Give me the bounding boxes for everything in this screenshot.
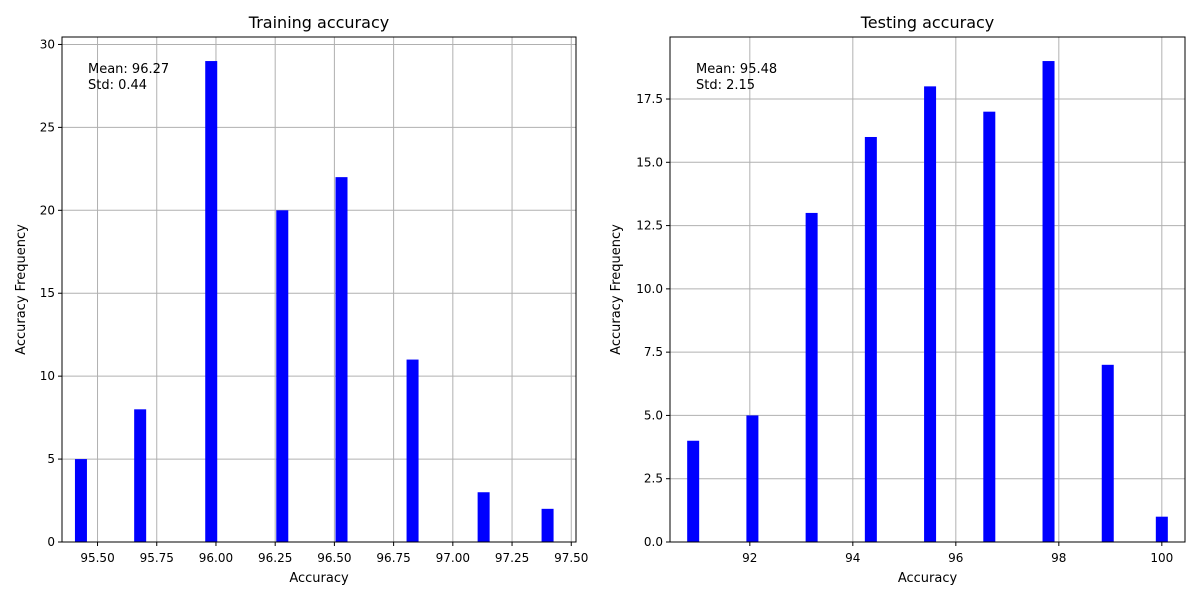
chart-title: Training accuracy	[248, 13, 389, 32]
y-tick-label: 25	[40, 120, 55, 134]
chart-title: Testing accuracy	[860, 13, 995, 32]
y-axis-label: Accuracy Frequency	[14, 224, 29, 355]
bar	[746, 415, 759, 542]
x-tick-label: 96.50	[317, 551, 351, 565]
plot-frame	[61, 36, 577, 543]
y-tick-label: 0	[47, 535, 55, 549]
y-tick-label: 10	[40, 369, 55, 383]
x-tick-label: 98	[1051, 551, 1066, 565]
y-tick-label: 5	[47, 452, 55, 466]
x-tick-label: 96.75	[376, 551, 410, 565]
y-tick-label: 7.5	[644, 345, 663, 359]
x-tick-label: 97.25	[495, 551, 529, 565]
bar	[864, 136, 877, 542]
bar	[1155, 516, 1168, 542]
bar	[406, 359, 419, 542]
mean-annotation: Mean: 95.48	[696, 62, 777, 77]
x-tick-label: 96.00	[199, 551, 233, 565]
y-axis-label: Accuracy Frequency	[609, 224, 624, 355]
bar	[74, 459, 87, 542]
y-tick-label: 12.5	[636, 219, 663, 233]
y-tick-label: 15.0	[636, 155, 663, 169]
x-tick-label: 97.50	[554, 551, 588, 565]
bar	[924, 86, 937, 542]
bar	[276, 210, 289, 542]
bar	[134, 409, 147, 542]
y-tick-label: 0.0	[644, 535, 663, 549]
y-tick-label: 20	[40, 203, 55, 217]
y-tick-label: 30	[40, 37, 55, 51]
std-annotation: Std: 2.15	[696, 78, 755, 93]
testing-accuracy-chart: 92 94 96 98 100 0.0 2.5 5.0 7.5 10.0 12.5 15.0 17.5 T…	[609, 13, 1186, 586]
x-tick-label: 100	[1150, 551, 1173, 565]
bar	[541, 508, 554, 542]
y-tick-label: 15	[40, 286, 55, 300]
x-tick-label: 96	[948, 551, 963, 565]
x-tick-label: 96.25	[258, 551, 292, 565]
y-tick-label: 2.5	[644, 472, 663, 486]
plot-frame	[669, 36, 1186, 543]
bar	[983, 111, 996, 542]
x-tick-label: 94	[845, 551, 860, 565]
y-tick-label: 10.0	[636, 282, 663, 296]
x-tick-label: 97.00	[436, 551, 470, 565]
x-tick-label: 95.75	[140, 551, 174, 565]
mean-annotation: Mean: 96.27	[88, 62, 169, 77]
bar	[477, 492, 490, 542]
x-tick-label: 92	[742, 551, 757, 565]
y-tick-label: 17.5	[636, 92, 663, 106]
bar	[1101, 364, 1114, 542]
bar	[687, 440, 700, 542]
training-accuracy-chart: 95.50 95.75 96.00 96.25 96.50 96.75 97.00 97.25…	[14, 13, 588, 586]
y-tick-label: 5.0	[644, 408, 663, 422]
std-annotation: Std: 0.44	[88, 78, 147, 93]
x-tick-label: 95.50	[80, 551, 114, 565]
x-axis-label: Accuracy	[289, 571, 349, 586]
bar	[805, 212, 818, 543]
bar	[205, 61, 218, 543]
x-axis-label: Accuracy	[898, 571, 958, 586]
bar	[335, 177, 348, 542]
bar	[1042, 61, 1055, 543]
